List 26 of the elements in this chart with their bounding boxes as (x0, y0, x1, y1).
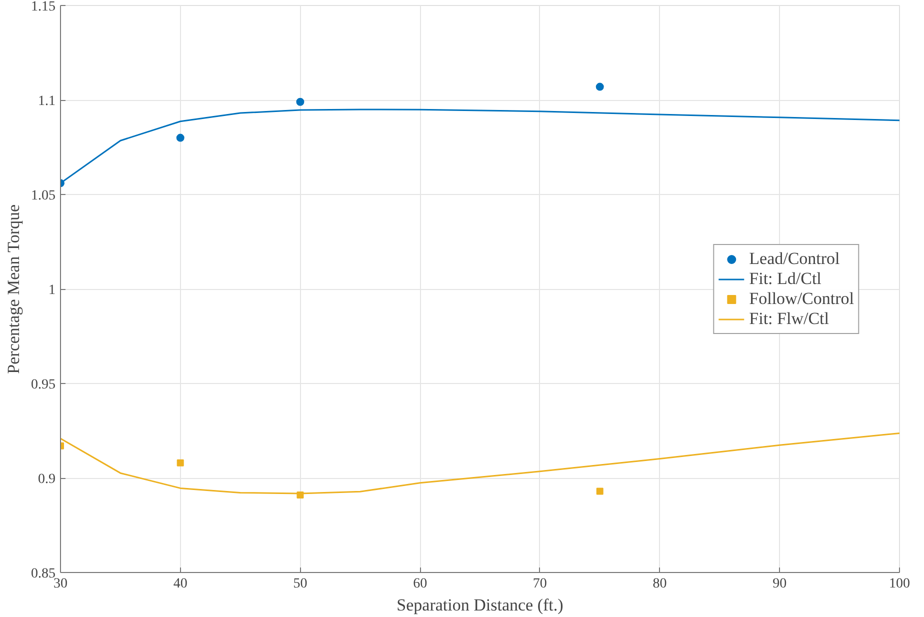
y-tick-label: 0.85 (31, 566, 56, 582)
y-tick-label: 0.95 (31, 378, 56, 392)
x-tick-label: 80 (652, 576, 667, 592)
y-tick-label: 1 (48, 283, 56, 298)
legend-label: Fit: Ld/Ctl (749, 268, 822, 288)
legend-label: Follow/Control (749, 288, 854, 308)
x-tick-label: 40 (173, 576, 188, 592)
y-tick-label: 0.9 (38, 472, 56, 487)
x-tick-label: 100 (889, 576, 910, 592)
y-tick-label: 1.15 (31, 0, 56, 14)
legend-label: Lead/Control (749, 248, 840, 268)
y-axis-title: Percentage Mean Torque (4, 204, 23, 374)
x-tick-label: 30 (54, 576, 68, 592)
legend-label: Fit: Flw/Ctl (749, 308, 829, 328)
x-axis-title: Separation Distance (ft.) (396, 596, 564, 614)
point (176, 134, 184, 142)
point (596, 82, 604, 91)
x-tick-label: 90 (772, 576, 787, 592)
x-tick-label: 60 (413, 576, 428, 592)
point (596, 488, 604, 495)
point (176, 459, 184, 466)
y-tick-label: 1.05 (31, 188, 56, 204)
y-tick-label: 1.1 (38, 94, 56, 109)
x-tick-label: 70 (532, 576, 547, 592)
x-tick-label: 50 (293, 576, 308, 592)
point (296, 98, 304, 106)
